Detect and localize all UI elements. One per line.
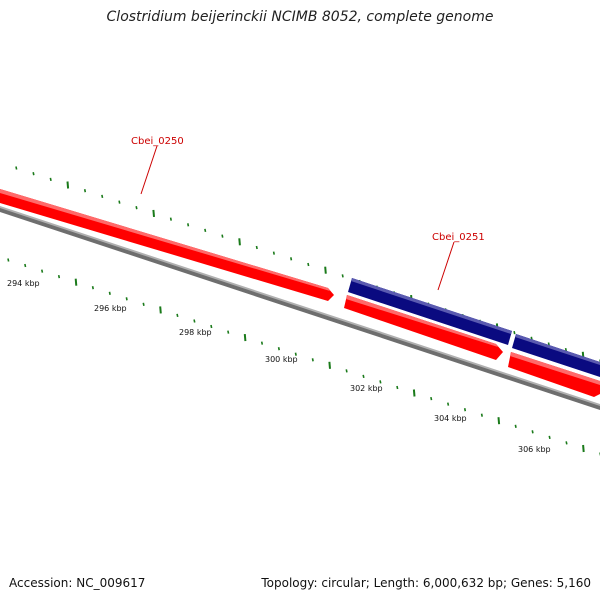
minor-tick <box>565 441 568 445</box>
major-tick <box>497 417 501 425</box>
major-tick <box>159 306 162 314</box>
gene-label-cbei-0250[interactable]: Cbei_0250 <box>131 136 184 147</box>
minor-tick <box>15 166 18 170</box>
minor-tick <box>227 330 230 334</box>
minor-tick <box>255 245 258 250</box>
minor-tick <box>135 206 138 210</box>
minor-tick <box>176 313 179 318</box>
minor-tick <box>447 402 450 406</box>
minor-tick <box>7 258 10 262</box>
minor-tick <box>101 194 104 199</box>
minor-tick <box>193 319 196 323</box>
major-tick <box>66 181 70 189</box>
minor-tick <box>108 291 111 295</box>
minor-tick <box>307 262 310 267</box>
minor-tick <box>311 358 314 362</box>
major-tick <box>243 334 247 342</box>
genome-summary-text: Topology: circular; Length: 6,000,632 bp… <box>261 576 591 590</box>
minor-tick <box>57 274 61 279</box>
minor-tick <box>430 396 433 401</box>
minor-tick <box>83 189 87 193</box>
gene-feature-cbei-0250-forward[interactable] <box>0 189 334 301</box>
minor-tick <box>362 374 365 379</box>
minor-tick <box>125 297 128 301</box>
genome-backbone <box>0 206 600 410</box>
outer-tick-row <box>15 166 600 363</box>
inner-tick-row <box>7 258 600 456</box>
minor-tick <box>221 234 224 238</box>
major-tick <box>238 238 241 246</box>
minor-tick <box>277 347 280 351</box>
gene-feature-forward-2[interactable] <box>344 295 503 360</box>
minor-tick <box>260 341 264 345</box>
minor-tick <box>548 435 551 440</box>
minor-tick <box>463 408 467 412</box>
kbp-label-300: 300 kbp <box>265 355 298 364</box>
kbp-label-302: 302 kbp <box>350 384 383 393</box>
major-tick <box>152 209 155 217</box>
major-tick <box>324 266 327 274</box>
minor-tick <box>169 217 172 221</box>
minor-tick <box>91 286 94 290</box>
minor-tick <box>294 352 297 356</box>
minor-tick <box>345 369 348 373</box>
minor-tick <box>142 302 145 306</box>
kbp-label-296: 296 kbp <box>94 304 127 313</box>
gene-leader-line-cbei-0251 <box>437 241 455 291</box>
major-tick <box>328 361 331 369</box>
kbp-label-306: 306 kbp <box>518 445 551 454</box>
accession-text: Accession: NC_009617 <box>9 576 146 590</box>
minor-tick <box>32 172 35 176</box>
minor-tick <box>24 263 27 268</box>
minor-tick <box>118 200 121 204</box>
kbp-label-294: 294 kbp <box>7 279 40 288</box>
gene-label-cbei-0251[interactable]: Cbei_0251 <box>432 232 485 243</box>
minor-tick <box>564 347 567 352</box>
minor-tick <box>480 413 483 417</box>
gene-feature-reverse-2[interactable] <box>512 334 600 377</box>
minor-tick <box>341 274 344 278</box>
minor-tick <box>290 257 293 261</box>
major-tick <box>582 444 585 453</box>
minor-tick <box>187 223 190 227</box>
gene-feature-forward-3[interactable] <box>508 352 600 397</box>
minor-tick <box>272 251 275 255</box>
minor-tick <box>204 228 207 233</box>
minor-tick <box>514 424 517 428</box>
minor-tick <box>210 324 213 329</box>
major-tick <box>74 278 78 286</box>
kbp-label-304: 304 kbp <box>434 414 467 423</box>
genome-title: Clostridium beijerinckii NCIMB 8052, com… <box>106 9 494 25</box>
minor-tick <box>379 380 382 384</box>
major-tick <box>412 389 416 397</box>
gene-feature-cbei-0251-reverse[interactable] <box>348 278 512 345</box>
minor-tick <box>49 177 52 182</box>
minor-tick <box>513 330 516 335</box>
minor-tick <box>531 430 534 434</box>
kbp-label-298: 298 kbp <box>179 328 212 337</box>
gene-leader-line-cbei-0250 <box>140 145 158 195</box>
minor-tick <box>396 385 399 390</box>
minor-tick <box>41 269 44 273</box>
